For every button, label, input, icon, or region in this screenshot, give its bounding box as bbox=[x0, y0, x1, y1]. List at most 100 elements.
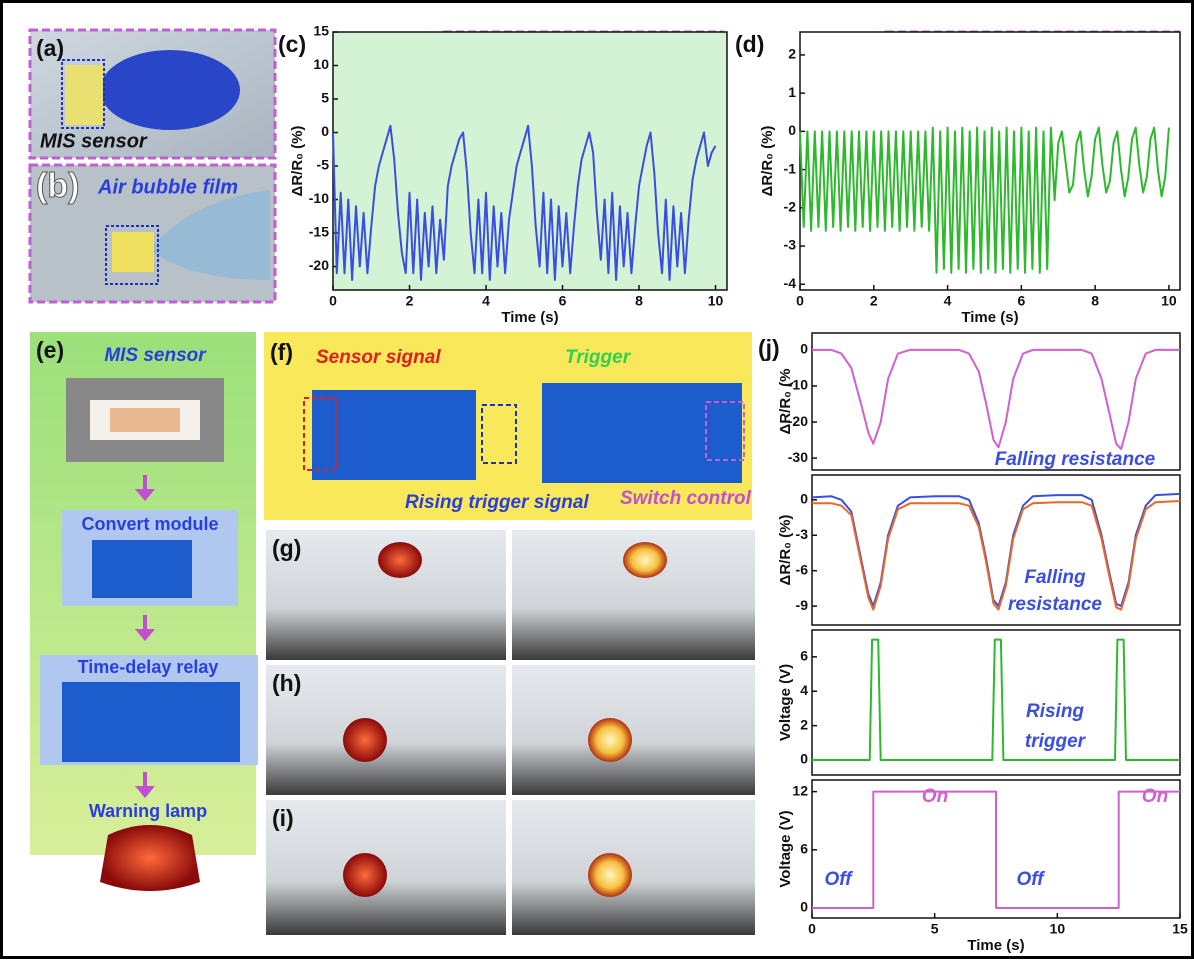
y-tick-label: -2 bbox=[784, 199, 797, 215]
y-axis-label: ΔR/R₀ (% bbox=[777, 369, 794, 435]
x-tick-label: 2 bbox=[870, 293, 878, 309]
panel-label: (a) bbox=[36, 35, 64, 61]
panel-e: (e) MIS sensor Convert module Time-delay… bbox=[30, 332, 258, 891]
annotation: Falling resistance bbox=[995, 449, 1156, 470]
panel-label: (c) bbox=[278, 31, 306, 57]
annotation: Trigger bbox=[565, 347, 632, 368]
panel-label: (e) bbox=[36, 337, 64, 363]
annotation: Rising bbox=[1026, 701, 1084, 722]
panel-label: (g) bbox=[272, 535, 301, 561]
annotation: Off bbox=[1016, 869, 1045, 890]
y-tick-label: 0 bbox=[800, 491, 808, 507]
panel-label: (b) bbox=[36, 167, 79, 205]
photo bbox=[266, 800, 506, 935]
x-tick-label: 5 bbox=[931, 921, 939, 937]
y-tick-label: 2 bbox=[788, 46, 796, 62]
y-tick-label: -4 bbox=[784, 275, 797, 291]
y-tick-label: -15 bbox=[309, 224, 329, 240]
lamp bbox=[343, 718, 387, 762]
x-tick-label: 6 bbox=[559, 293, 567, 309]
y-tick-label: -10 bbox=[309, 190, 329, 206]
y-tick-label: -6 bbox=[796, 561, 809, 577]
relay bbox=[542, 383, 742, 483]
annotation: Falling bbox=[1024, 567, 1086, 588]
y-tick-label: 6 bbox=[800, 648, 808, 664]
x-tick-label: 4 bbox=[944, 293, 952, 309]
panel-label: (h) bbox=[272, 670, 301, 696]
panel-label: (j) bbox=[758, 335, 780, 361]
panel-b: (b) Air bubble film bbox=[30, 165, 275, 302]
x-tick-label: 10 bbox=[1050, 921, 1066, 937]
sensor-patch bbox=[112, 232, 154, 272]
x-axis-label: Time (s) bbox=[501, 309, 558, 326]
y-tick-label: -9 bbox=[796, 597, 809, 613]
lamp bbox=[588, 853, 632, 897]
lamp bbox=[343, 853, 387, 897]
x-tick-label: 15 bbox=[1172, 921, 1188, 937]
x-tick-label: 0 bbox=[796, 293, 804, 309]
y-tick-label: -1 bbox=[784, 160, 797, 176]
sensor-patch bbox=[65, 65, 103, 125]
lamp bbox=[100, 825, 200, 891]
fish-body bbox=[100, 50, 240, 130]
panel-label: (d) bbox=[735, 31, 764, 57]
panel-a: (a) MIS sensor bbox=[30, 30, 275, 158]
photo bbox=[266, 665, 506, 795]
photo bbox=[512, 800, 755, 935]
y-axis-label: Voltage (V) bbox=[777, 664, 794, 741]
y-tick-label: 5 bbox=[321, 90, 329, 106]
y-axis-label: ΔR/R₀ (%) bbox=[777, 515, 794, 586]
x-tick-label: 0 bbox=[329, 293, 337, 309]
caption: MIS sensor bbox=[40, 130, 148, 152]
panel-f: (f) Sensor signal Trigger Rising trigger… bbox=[264, 332, 752, 520]
y-tick-label: 0 bbox=[800, 899, 808, 915]
y-tick-label: 15 bbox=[313, 23, 329, 39]
y-tick-label: 10 bbox=[313, 56, 329, 72]
x-tick-label: 2 bbox=[406, 293, 414, 309]
lamp bbox=[378, 542, 422, 578]
annotation: On bbox=[1142, 786, 1168, 807]
step-label: Warning lamp bbox=[89, 801, 207, 821]
y-tick-label: 0 bbox=[321, 123, 329, 139]
x-axis-label: Time (s) bbox=[961, 309, 1018, 326]
panel-label: (i) bbox=[272, 805, 294, 831]
y-tick-label: 0 bbox=[800, 751, 808, 767]
x-tick-label: 4 bbox=[482, 293, 490, 309]
annotation: Sensor signal bbox=[316, 347, 441, 368]
x-tick-label: 6 bbox=[1017, 293, 1025, 309]
x-axis-label: Time (s) bbox=[967, 937, 1024, 954]
step-title: MIS sensor bbox=[104, 345, 207, 366]
y-tick-label: 2 bbox=[800, 716, 808, 732]
y-tick-label: 6 bbox=[800, 841, 808, 857]
annotation: Switch control bbox=[620, 488, 752, 509]
x-tick-label: 10 bbox=[1161, 293, 1177, 309]
module bbox=[92, 540, 192, 598]
step-label: Convert module bbox=[81, 514, 218, 534]
y-tick-label: 1 bbox=[788, 84, 796, 100]
y-axis-label: ΔR/R₀ (%) bbox=[759, 126, 776, 197]
y-tick-label: -3 bbox=[784, 237, 797, 253]
y-tick-label: -5 bbox=[317, 157, 330, 173]
annotation: resistance bbox=[1008, 594, 1102, 615]
annotation: Rising trigger signal bbox=[405, 492, 589, 513]
annotation: On bbox=[922, 786, 948, 807]
sensor-pad bbox=[110, 408, 180, 432]
lamp bbox=[623, 542, 667, 578]
x-tick-label: 10 bbox=[708, 293, 724, 309]
y-tick-label: 12 bbox=[792, 782, 808, 798]
y-tick-label: 0 bbox=[800, 341, 808, 357]
lamp bbox=[588, 718, 632, 762]
y-axis-label: Voltage (V) bbox=[777, 810, 794, 887]
x-tick-label: 8 bbox=[1091, 293, 1099, 309]
y-tick-label: 0 bbox=[788, 122, 796, 138]
caption: Air bubble film bbox=[97, 176, 238, 198]
y-tick-label: -3 bbox=[796, 526, 809, 542]
step-label: Time-delay relay bbox=[78, 657, 219, 677]
x-tick-label: 0 bbox=[808, 921, 816, 937]
figure: (a) MIS sensor (b) Air bubble film (e) M… bbox=[0, 0, 1194, 959]
y-axis-label: ΔR/R₀ (%) bbox=[289, 126, 306, 197]
annotation: trigger bbox=[1025, 731, 1087, 752]
y-tick-label: 4 bbox=[800, 682, 808, 698]
photo bbox=[512, 665, 755, 795]
y-tick-label: -30 bbox=[788, 449, 808, 465]
